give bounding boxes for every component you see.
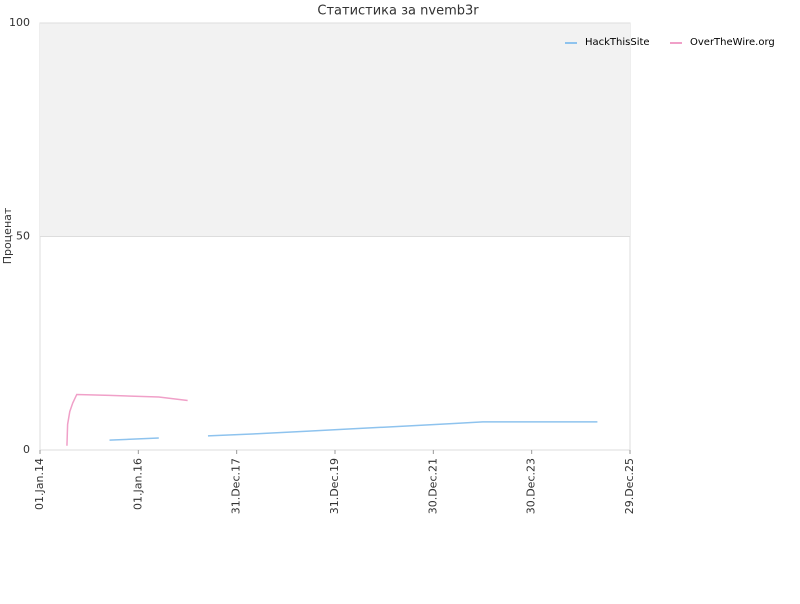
chart-title: Статистика за nvemb3r — [317, 4, 479, 19]
legend-label: OverTheWire.org — [690, 37, 775, 48]
grid-band — [40, 23, 630, 237]
legend-label: HackThisSite — [585, 37, 650, 48]
y-tick-label: 0 — [23, 443, 30, 456]
y-axis-label: Проценат — [1, 207, 14, 264]
x-tick-label: 31.Dec.17 — [230, 458, 243, 514]
x-tick-label: 30.Dec.23 — [525, 458, 538, 514]
x-tick-label: 29.Dec.25 — [623, 458, 636, 514]
series-line — [109, 421, 598, 441]
x-tick-label: 01.Jan.16 — [131, 458, 144, 510]
x-tick-label: 31.Dec.19 — [328, 458, 341, 514]
x-tick-label: 30.Dec.21 — [426, 458, 439, 514]
x-tick-label: 01.Jan.14 — [33, 458, 46, 510]
y-tick-label: 50 — [16, 230, 30, 243]
y-tick-label: 100 — [9, 16, 30, 29]
